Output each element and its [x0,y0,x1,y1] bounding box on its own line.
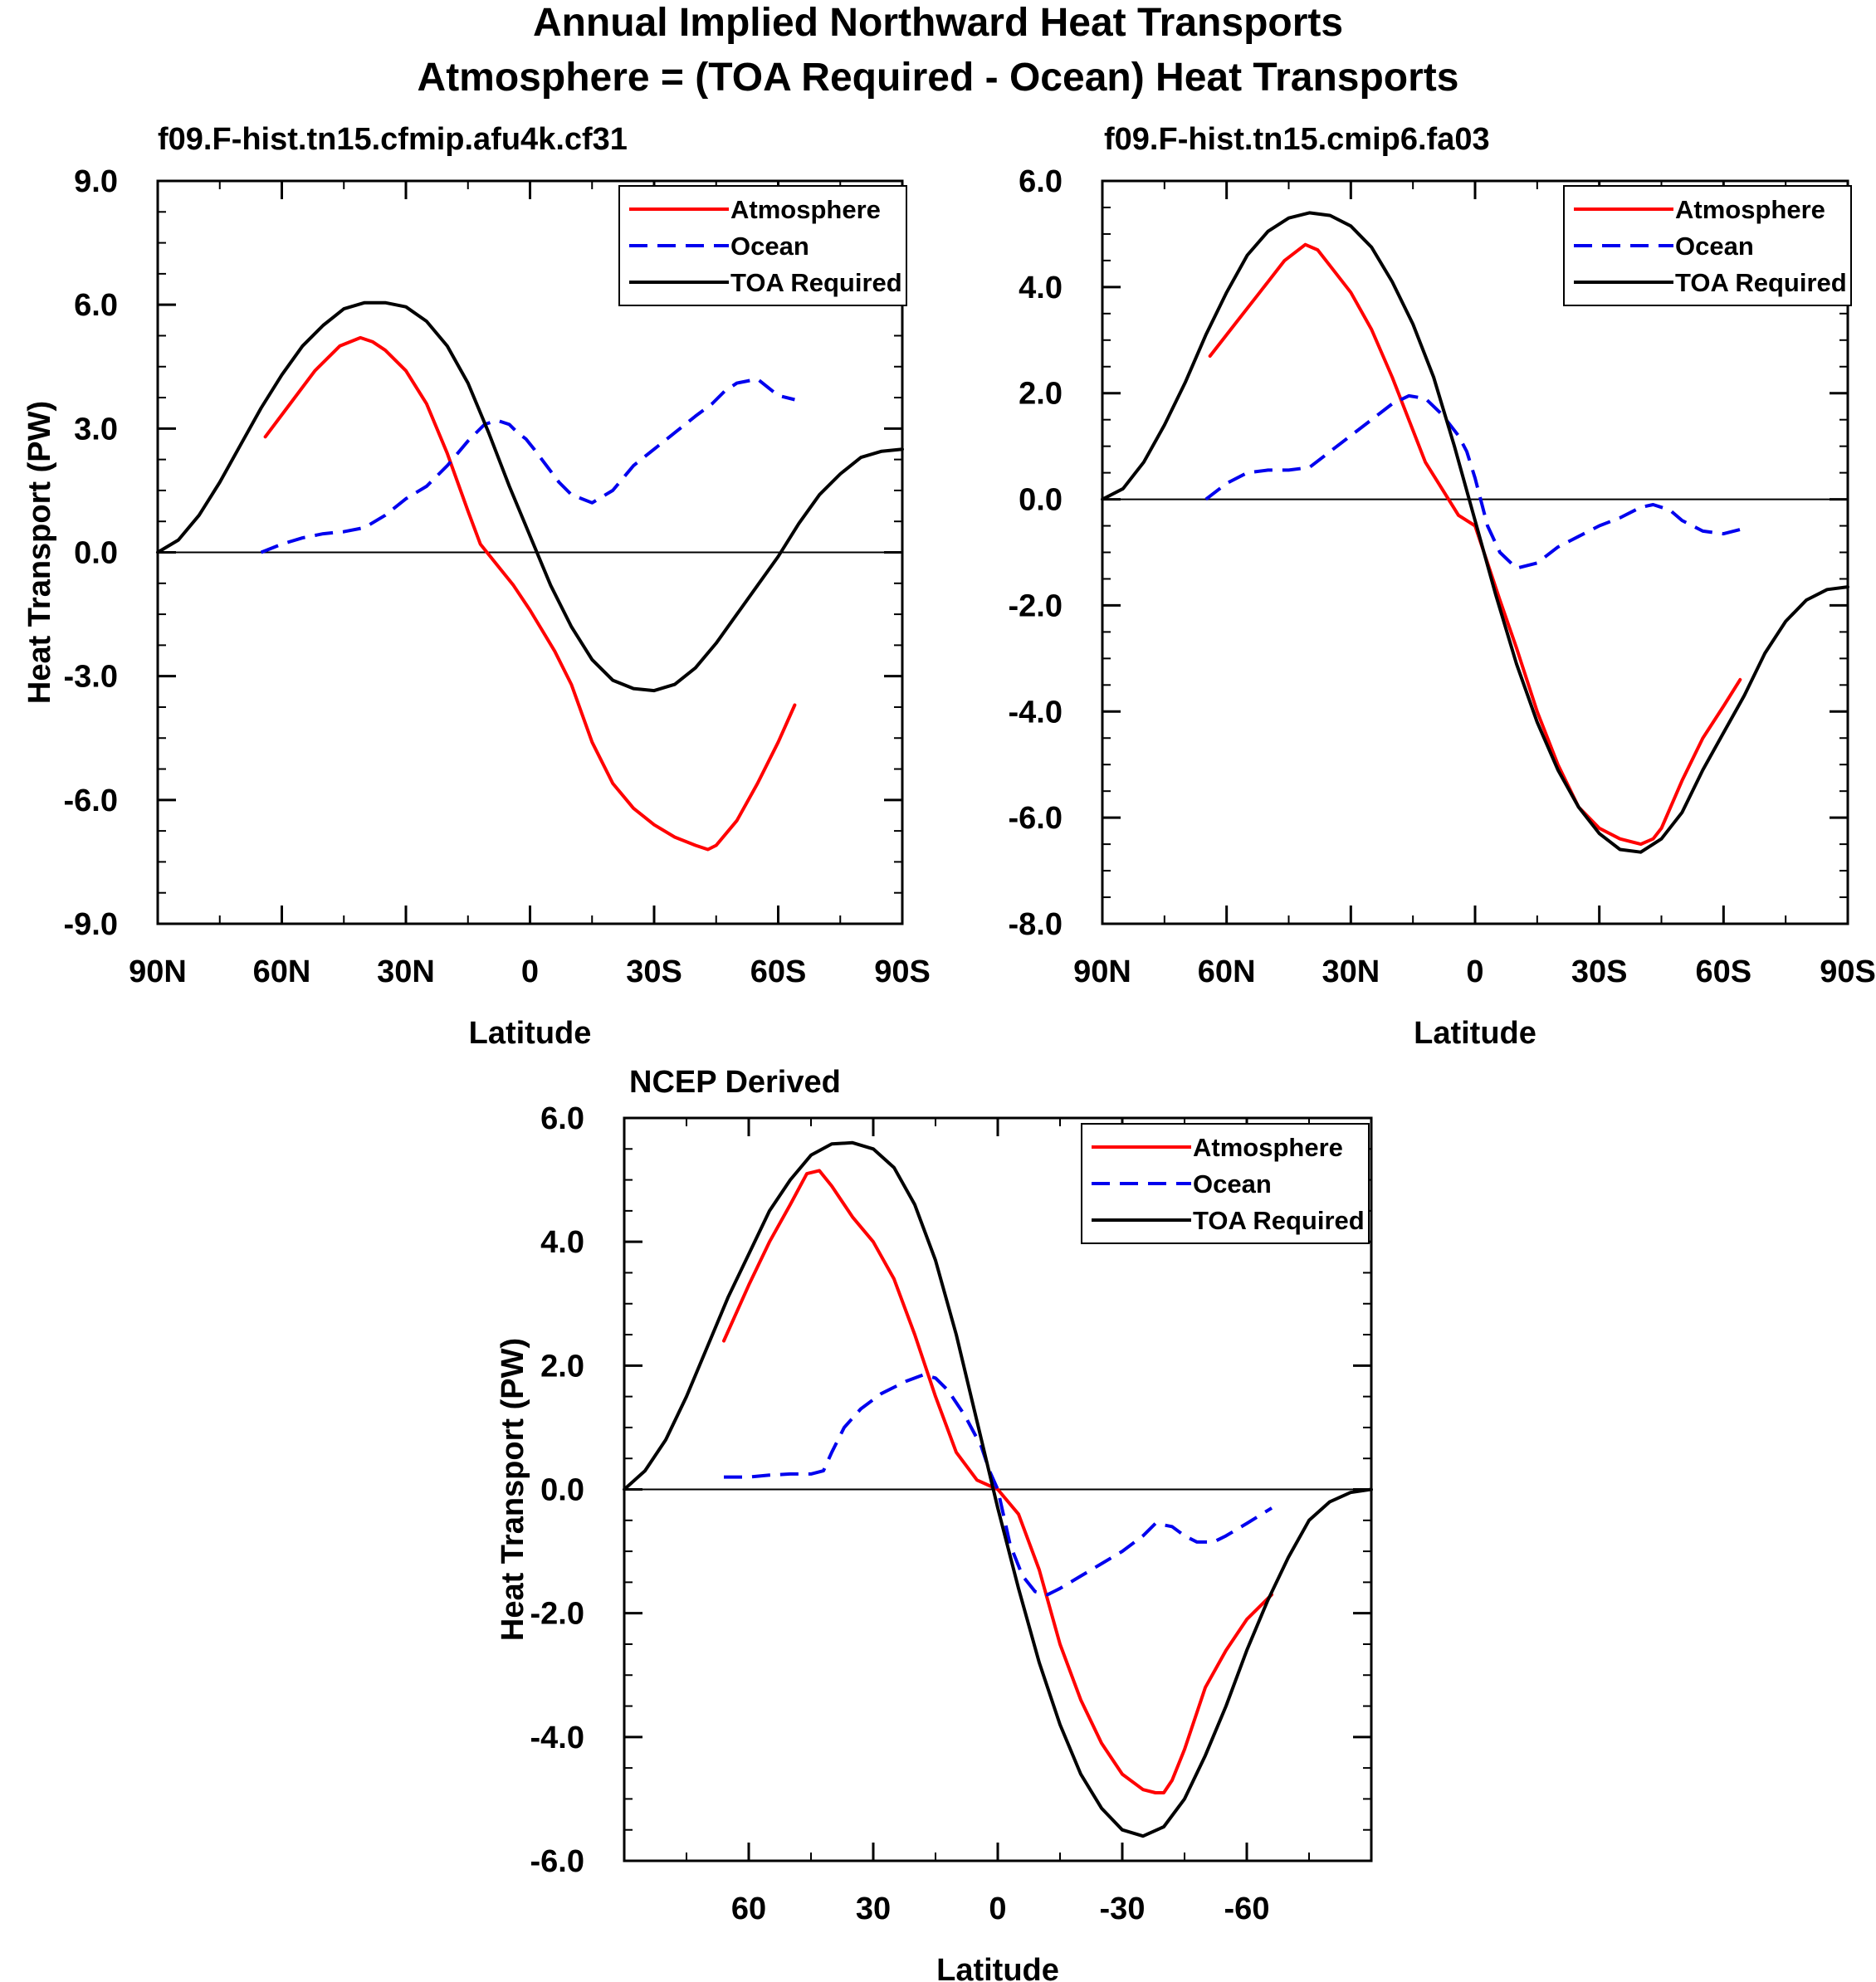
chart-title: NCEP Derived [629,1065,841,1100]
y-tick-label: 9.0 [74,164,118,199]
y-tick-label: 2.0 [540,1349,584,1384]
x-tick-label: 90S [874,954,931,989]
chart-panel-2: f09.F-hist.tn15.cmip6.fa03 90N 60N 30N 0 30S 6… [1009,122,1876,1051]
y-tick-label: 0.0 [540,1473,584,1508]
y-tick-label: -4.0 [1009,695,1063,730]
x-tick-label: 90N [129,954,187,989]
figure-title-line-2: Atmosphere = (TOA Required - Ocean) Heat… [417,56,1459,100]
y-tick-label: -3.0 [64,660,118,695]
y-axis-label: Heat Transport (PW) [496,1338,530,1641]
y-tick-label: 6.0 [1019,164,1063,199]
y-tick-label: 4.0 [540,1225,584,1260]
legend-label: Ocean [1193,1169,1272,1198]
series-line-atmosphere [1208,242,1742,847]
chart-title: f09.F-hist.tn15.cmip6.fa03 [1104,122,1490,157]
y-tick-label: 2.0 [1019,377,1063,412]
legend-label: TOA Required [1675,268,1847,297]
x-axis-label: Latitude [1414,1016,1536,1051]
y-tick-label: 0.0 [74,536,118,571]
x-tick-label: 60S [750,954,807,989]
legend-label: Atmosphere [730,195,881,224]
x-tick-label: 30S [1571,954,1628,989]
y-tick-label: -9.0 [64,907,118,942]
x-tick-label: 0 [989,1892,1006,1926]
legend-label: Ocean [1675,232,1754,261]
x-tick-label: 0 [521,954,539,989]
y-axis-label: Heat Transport (PW) [22,401,57,704]
y-tick-label: -6.0 [530,1844,584,1879]
chart-panel-1: f09.F-hist.tn15.cfmip.afu4k.cf31 90N 60N 30… [22,122,931,1051]
legend-label: Atmosphere [1193,1133,1343,1162]
legend-label: Atmosphere [1675,195,1825,224]
y-tick-label: -2.0 [530,1597,584,1632]
series-line-atmosphere [263,335,797,852]
x-tick-label: -30 [1100,1892,1146,1926]
legend-label: Ocean [730,232,809,261]
x-tick-label: 30N [377,954,435,989]
y-tick-label: -4.0 [530,1721,584,1755]
chart-panel-3: NCEP Derived 60 30 0 -30 -60 -6.0 -4.0 -2.0 0.0 2.… [496,1065,1373,1982]
y-tick-label: -8.0 [1009,907,1063,942]
x-tick-label: 90S [1820,954,1876,989]
series-line-ocean [724,1373,1273,1597]
y-tick-label: 0.0 [1019,483,1063,518]
series-line-atmosphere [722,1169,1273,1794]
series-line-toa-required [156,300,904,693]
series-line-ocean [260,377,795,554]
x-tick-label: 60S [1696,954,1752,989]
y-tick-label: -2.0 [1009,588,1063,623]
x-tick-label: 30N [1322,954,1380,989]
figure-title-line-1: Annual Implied Northward Heat Transports [532,1,1344,45]
x-tick-label: 60N [253,954,311,989]
x-tick-label: 0 [1466,954,1483,989]
y-tick-label: -6.0 [1009,801,1063,836]
legend: Atmosphere Ocean TOA Required [1563,185,1852,306]
legend-label: TOA Required [1193,1206,1365,1235]
legend: Atmosphere Ocean TOA Required [618,185,907,306]
y-tick-label: 6.0 [540,1101,584,1136]
y-tick-label: 3.0 [74,412,118,447]
legend: Atmosphere Ocean TOA Required [1081,1123,1370,1244]
y-tick-label: 4.0 [1019,271,1063,305]
y-tick-label: -6.0 [64,784,118,818]
series-line-ocean [1204,393,1745,570]
y-tick-label: 6.0 [74,288,118,323]
x-axis-label: Latitude [936,1953,1059,1982]
x-tick-label: 30 [856,1892,891,1926]
chart-title: f09.F-hist.tn15.cfmip.afu4k.cf31 [158,122,628,157]
series-line-toa-required [1101,211,1849,854]
legend-label: TOA Required [730,268,902,297]
x-axis-label: Latitude [469,1016,592,1051]
x-tick-label: -60 [1224,1892,1270,1926]
x-tick-label: 90N [1073,954,1131,989]
series-line-toa-required [623,1140,1373,1838]
x-tick-label: 30S [626,954,682,989]
x-tick-label: 60N [1198,954,1256,989]
x-tick-label: 60 [731,1892,766,1926]
